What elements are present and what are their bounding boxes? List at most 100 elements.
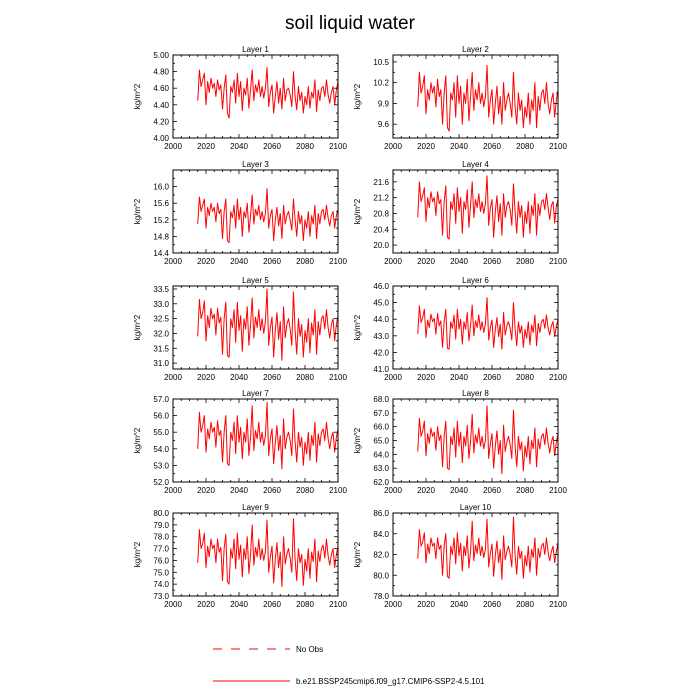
x-tick-label: 2100 — [329, 373, 347, 382]
y-tick-label: 14.8 — [153, 232, 169, 241]
x-tick-label: 2100 — [329, 142, 347, 151]
x-tick-label: 2060 — [483, 373, 501, 382]
x-tick-label: 2020 — [197, 373, 215, 382]
x-tick-label: 2000 — [384, 257, 402, 266]
x-tick-label: 2020 — [417, 142, 435, 151]
y-axis-label: kg/m^2 — [133, 427, 142, 453]
x-tick-label: 2000 — [384, 373, 402, 382]
panel-grid: Layer 1 kg/m^2 2000 2020 2040 2060 2080 2100 4.0… — [133, 45, 567, 609]
y-tick-label: 16.0 — [153, 183, 169, 192]
y-tick-label: 52.0 — [153, 478, 169, 487]
y-tick-label: 54.0 — [153, 445, 169, 454]
panel-layer-9: Layer 9 kg/m^2 2000 2020 2040 2060 2080 2100 73.… — [133, 503, 347, 609]
x-tick-label: 2020 — [197, 486, 215, 495]
series-line — [197, 288, 339, 361]
y-axis-label: kg/m^2 — [353, 314, 362, 340]
y-tick-label: 65.0 — [373, 437, 389, 446]
series-line — [197, 401, 339, 470]
y-tick-label: 68.0 — [373, 395, 389, 404]
x-tick-label: 2020 — [417, 600, 435, 609]
x-tick-label: 2060 — [483, 486, 501, 495]
y-tick-label: 31.5 — [153, 344, 169, 353]
x-tick-label: 2060 — [483, 257, 501, 266]
x-tick-label: 2060 — [263, 257, 281, 266]
series-line — [197, 66, 339, 119]
y-axis-label: kg/m^2 — [133, 541, 142, 567]
y-tick-label: 42.0 — [373, 348, 389, 357]
panel-layer-1: Layer 1 kg/m^2 2000 2020 2040 2060 2080 2100 4.0… — [133, 45, 347, 151]
y-tick-label: 20.4 — [373, 225, 389, 234]
y-tick-label: 4.60 — [153, 84, 169, 93]
legend-no-obs-label: No Obs — [296, 645, 323, 654]
y-tick-label: 86.0 — [373, 509, 389, 518]
x-tick-label: 2000 — [384, 486, 402, 495]
y-axis-label: kg/m^2 — [353, 427, 362, 453]
panel-layer-2: Layer 2 kg/m^2 2000 2020 2040 2060 2080 2100 9.6… — [353, 45, 567, 151]
y-tick-label: 10.2 — [373, 79, 389, 88]
y-tick-label: 4.20 — [153, 117, 169, 126]
y-tick-label: 4.80 — [153, 68, 169, 77]
y-tick-label: 21.2 — [373, 194, 389, 203]
y-tick-label: 45.0 — [373, 299, 389, 308]
legend-model-label: b.e21.BSSP245cmip6.f09_g17.CMIP6-SSP2-4.… — [296, 677, 485, 686]
y-tick-label: 46.0 — [373, 282, 389, 291]
y-tick-label: 80.0 — [153, 509, 169, 518]
y-tick-label: 74.0 — [153, 580, 169, 589]
y-tick-label: 67.0 — [373, 409, 389, 418]
x-tick-label: 2100 — [549, 486, 567, 495]
x-tick-label: 2100 — [549, 142, 567, 151]
y-tick-label: 80.0 — [373, 571, 389, 580]
y-tick-label: 75.0 — [153, 568, 169, 577]
panel-title: Layer 6 — [462, 276, 489, 285]
y-tick-label: 62.0 — [373, 478, 389, 487]
x-tick-label: 2060 — [263, 600, 281, 609]
x-tick-label: 2080 — [516, 486, 534, 495]
y-tick-label: 78.0 — [373, 592, 389, 601]
y-tick-label: 20.8 — [373, 209, 389, 218]
x-tick-label: 2060 — [263, 373, 281, 382]
x-tick-label: 2040 — [230, 486, 248, 495]
y-tick-label: 56.0 — [153, 412, 169, 421]
y-axis-label: kg/m^2 — [353, 541, 362, 567]
y-tick-label: 66.0 — [373, 423, 389, 432]
y-tick-label: 78.0 — [153, 533, 169, 542]
y-axis-label: kg/m^2 — [133, 83, 142, 109]
y-tick-label: 9.6 — [378, 120, 390, 129]
x-tick-label: 2060 — [483, 142, 501, 151]
y-tick-label: 32.0 — [153, 329, 169, 338]
y-tick-label: 76.0 — [153, 556, 169, 565]
x-tick-label: 2100 — [329, 486, 347, 495]
x-tick-label: 2080 — [296, 600, 314, 609]
x-tick-label: 2000 — [164, 142, 182, 151]
panel-title: Layer 9 — [242, 503, 269, 512]
series-line — [417, 516, 559, 580]
plot-frame — [392, 398, 559, 483]
x-tick-label: 2020 — [197, 142, 215, 151]
panel-layer-4: Layer 4 kg/m^2 2000 2020 2040 2060 2080 2100 20.… — [353, 160, 567, 266]
panel-title: Layer 10 — [460, 503, 492, 512]
y-tick-label: 5.00 — [153, 51, 169, 60]
y-tick-label: 44.0 — [373, 315, 389, 324]
x-tick-label: 2040 — [450, 373, 468, 382]
y-tick-label: 55.0 — [153, 428, 169, 437]
x-tick-label: 2100 — [329, 600, 347, 609]
x-tick-label: 2040 — [230, 257, 248, 266]
x-tick-label: 2080 — [296, 257, 314, 266]
y-tick-label: 84.0 — [373, 530, 389, 539]
x-tick-label: 2100 — [549, 257, 567, 266]
x-tick-label: 2000 — [164, 486, 182, 495]
panel-title: Layer 8 — [462, 389, 489, 398]
panel-layer-3: Layer 3 kg/m^2 2000 2020 2040 2060 2080 2100 14.… — [133, 160, 347, 266]
y-tick-label: 43.0 — [373, 332, 389, 341]
y-tick-label: 33.0 — [153, 300, 169, 309]
x-tick-label: 2060 — [483, 600, 501, 609]
panel-title: Layer 1 — [242, 45, 269, 54]
series-line — [417, 297, 559, 350]
x-tick-label: 2080 — [296, 142, 314, 151]
y-tick-label: 77.0 — [153, 545, 169, 554]
y-tick-label: 15.6 — [153, 199, 169, 208]
y-axis-label: kg/m^2 — [133, 314, 142, 340]
y-tick-label: 63.0 — [373, 464, 389, 473]
x-tick-label: 2020 — [417, 373, 435, 382]
x-tick-label: 2060 — [263, 486, 281, 495]
